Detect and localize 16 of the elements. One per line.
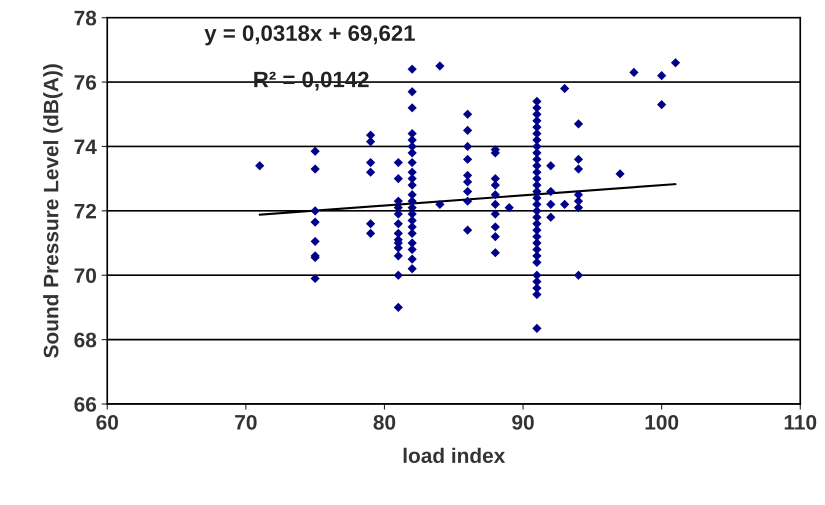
x-tick-label: 90 <box>512 414 534 430</box>
y-tick-label: 70 <box>74 268 96 283</box>
y-tick-label: 74 <box>74 140 97 154</box>
y-tick-label: 66 <box>74 397 96 412</box>
y-tick-label: 72 <box>74 204 96 218</box>
x-tick-label: 110 <box>784 414 816 430</box>
x-tick-label: 100 <box>646 414 678 430</box>
y-tick-label: 68 <box>74 332 96 348</box>
x-axis-title: load index <box>404 448 506 464</box>
annotation: y = 0,0318x + 69,621 <box>204 25 415 46</box>
x-tick-label: 70 <box>235 414 257 430</box>
x-tick-label: 60 <box>96 414 118 430</box>
x-tick-label: 80 <box>374 414 396 430</box>
y-tick-label: 78 <box>74 10 96 26</box>
y-tick-label: 76 <box>74 75 96 90</box>
y-axis-title: Sound Pressure Level (dB(A)) <box>43 64 63 358</box>
